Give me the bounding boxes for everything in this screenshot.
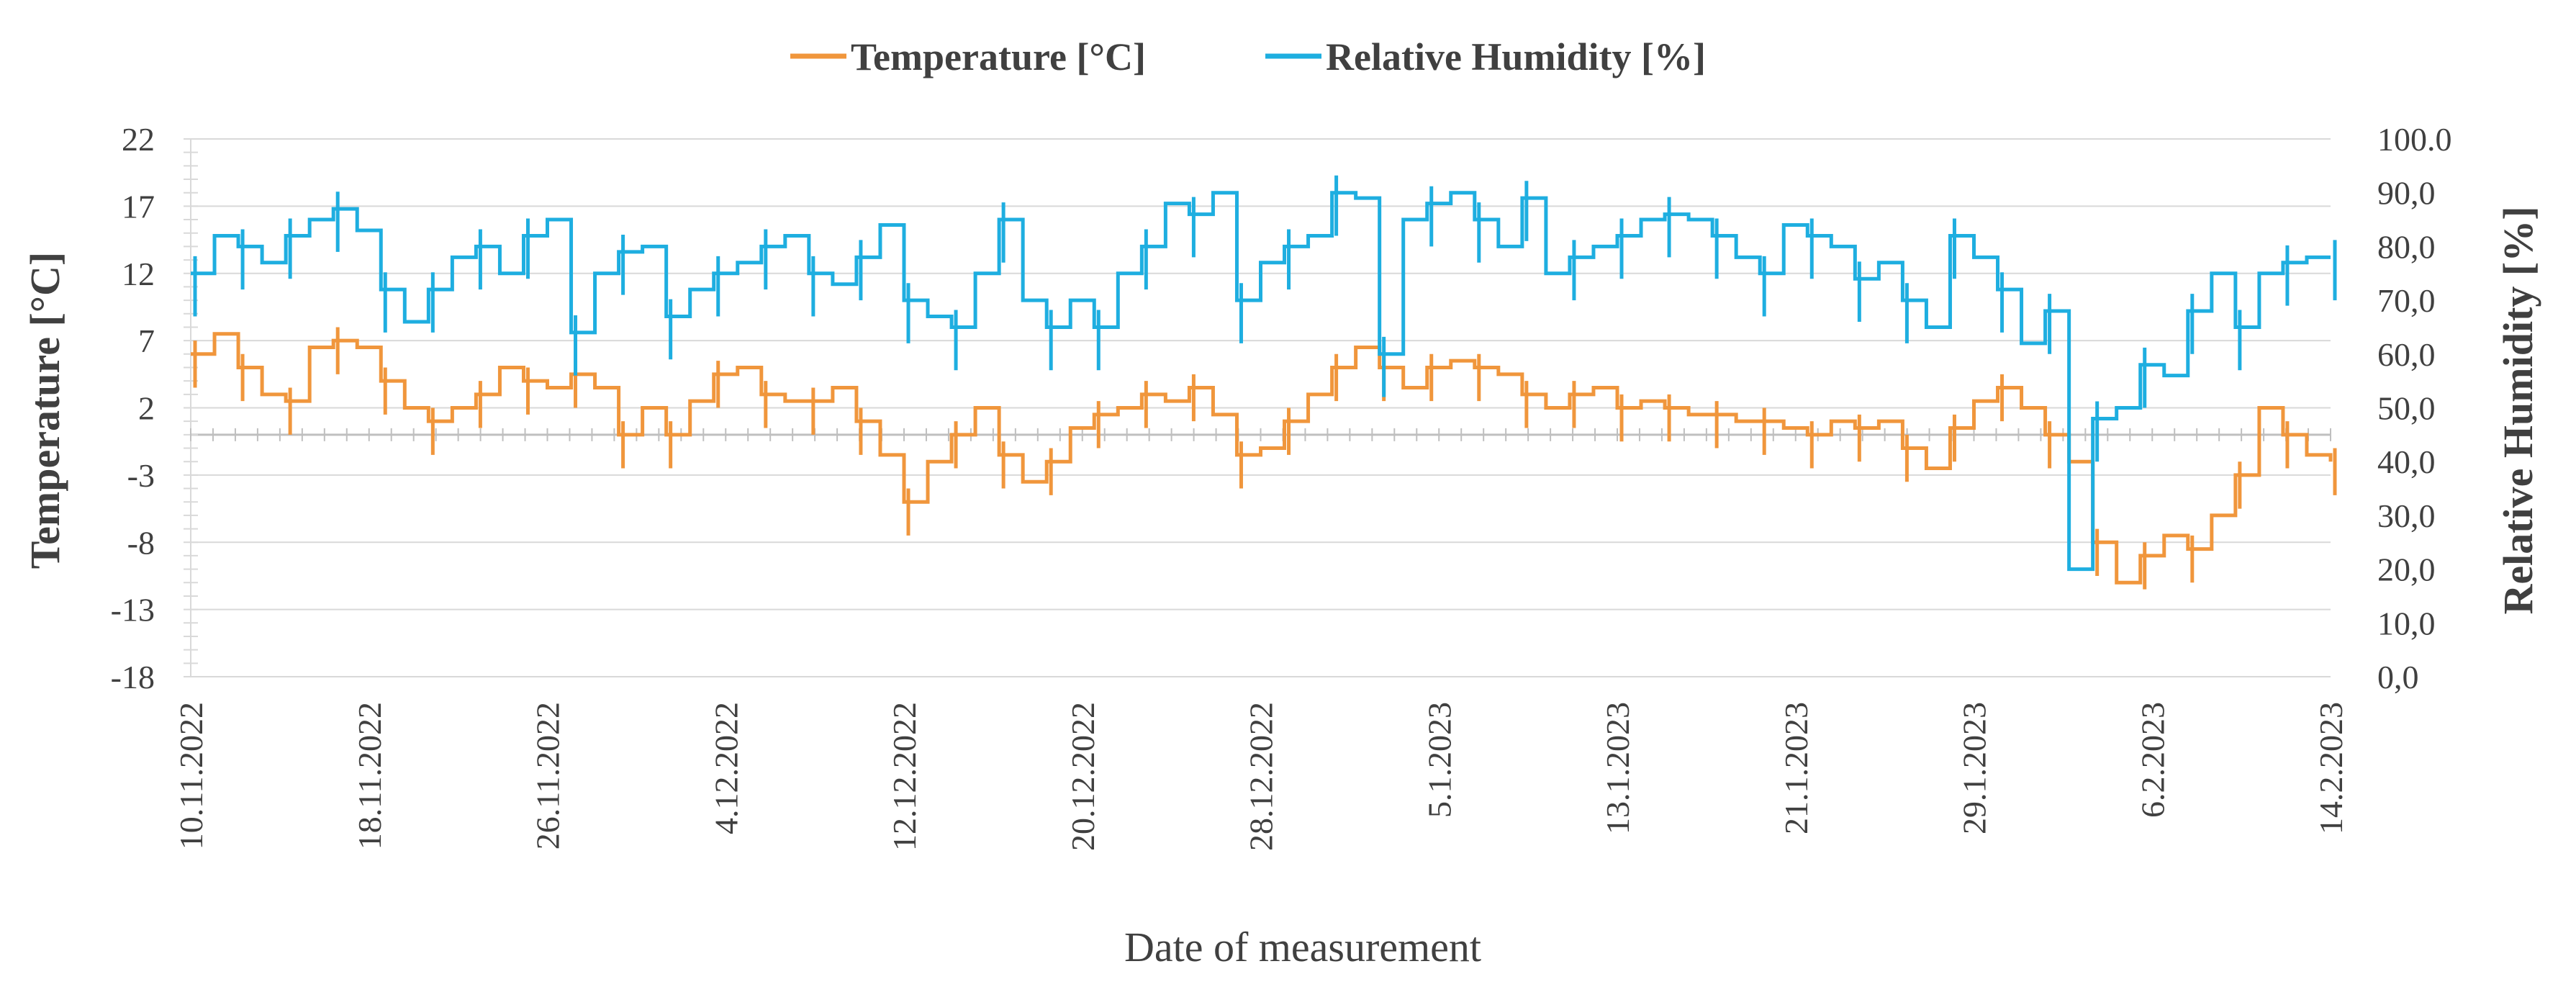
right-tick-label: 90,0	[2377, 175, 2436, 212]
right-tick-label: 60,0	[2377, 336, 2436, 373]
x-axis: 10.11.2022 18.11.2022 26.11.2022 4.12.2022 1…	[173, 702, 2349, 851]
right-tick-label: 20,0	[2377, 551, 2436, 588]
x-tick-label: 10.11.2022	[173, 702, 209, 849]
left-tick-label: -3	[127, 457, 155, 494]
right-tick-label: 30,0	[2377, 497, 2436, 534]
humidity-series-line	[191, 191, 2331, 572]
legend-humidity-label: Relative Humidity [%]	[1326, 35, 1706, 78]
x-tick-label: 5.1.2023	[1421, 702, 1458, 818]
x-axis-title: Date of measurement	[1124, 924, 1481, 970]
x-tick-label: 28.12.2022	[1243, 702, 1280, 851]
left-tick-label: 17	[122, 188, 155, 225]
temperature-series-line	[191, 332, 2333, 585]
left-axis-title: Temperature [°C]	[22, 252, 68, 569]
right-axis: 100.0 90,0 80,0 70,0 60,0 50,0 40,0 30,0 20,0 10,…	[2377, 121, 2452, 695]
x-tick-label: 4.12.2022	[708, 702, 744, 834]
left-tick-label: 22	[122, 121, 155, 158]
right-tick-label: 0,0	[2377, 659, 2419, 695]
x-tick-label: 14.2.2023	[2313, 702, 2349, 834]
left-tick-label: -13	[111, 592, 155, 628]
left-tick-label: 2	[138, 390, 155, 427]
x-tick-label: 12.12.2022	[886, 702, 923, 851]
legend-temperature-label: Temperature [°C]	[851, 35, 1146, 78]
series-layer	[191, 175, 2337, 590]
left-tick-label: -18	[111, 659, 155, 695]
x-tick-label: 18.11.2022	[351, 702, 388, 849]
right-tick-label: 10,0	[2377, 605, 2436, 641]
right-tick-label: 100.0	[2377, 121, 2452, 158]
left-axis: 22 17 12 7 2 -3 -8 -13 -18	[111, 121, 155, 695]
right-tick-label: 40,0	[2377, 443, 2436, 480]
x-tick-label: 21.1.2023	[1778, 702, 1815, 834]
left-tick-label: 12	[122, 256, 155, 292]
grid	[184, 138, 2331, 677]
right-tick-label: 80,0	[2377, 228, 2436, 265]
left-tick-label: 7	[138, 323, 155, 359]
x-tick-label: 29.1.2023	[1956, 702, 1993, 834]
right-tick-label: 70,0	[2377, 282, 2436, 319]
x-tick-label: 6.2.2023	[2134, 702, 2171, 818]
legend: Temperature [°C] Relative Humidity [%]	[790, 35, 1706, 78]
x-tick-label: 13.1.2023	[1599, 702, 1636, 834]
x-tick-label: 20.12.2022	[1065, 702, 1101, 851]
x-tick-label: 26.11.2022	[530, 702, 566, 849]
right-axis-title: Relative Humidity [%]	[2495, 206, 2541, 614]
left-tick-label: -8	[127, 524, 155, 561]
right-tick-label: 50,0	[2377, 390, 2436, 427]
